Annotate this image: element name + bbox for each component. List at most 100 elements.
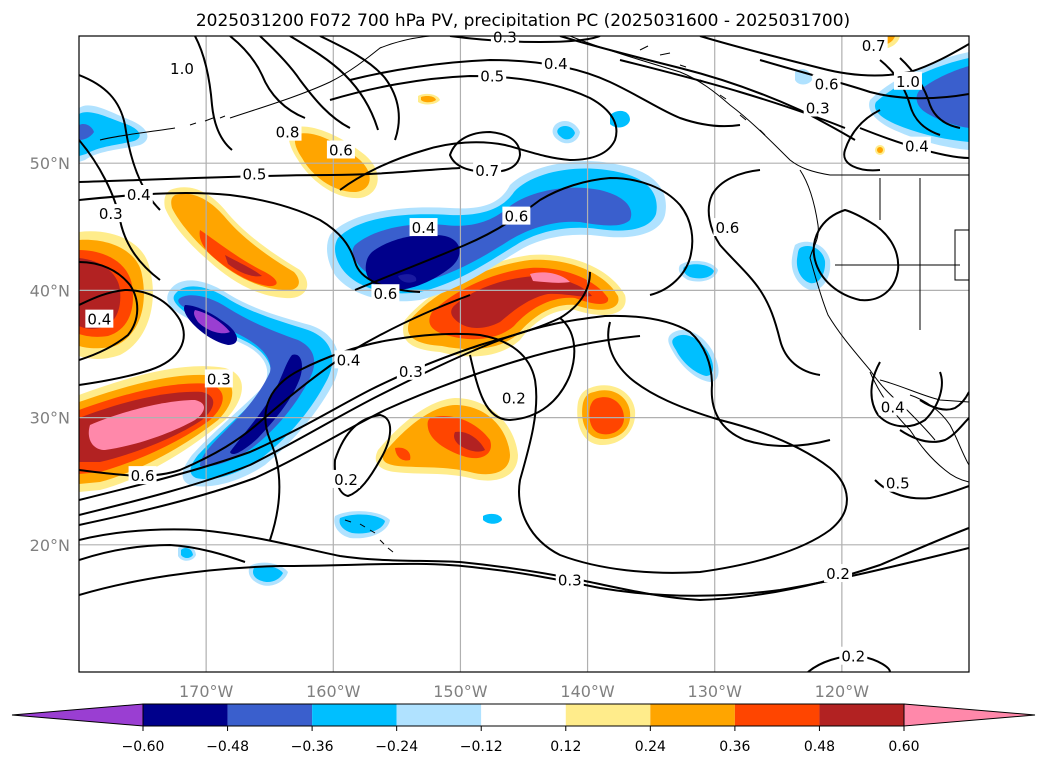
contour-0.6-top xyxy=(319,36,400,141)
contour-1.0-top xyxy=(229,36,306,119)
lat-label-0: 50°N xyxy=(30,154,70,173)
contour-label-23: 0.2 xyxy=(499,388,528,408)
contour-0.4-north xyxy=(349,58,741,128)
contour-label-10: 0.4 xyxy=(902,136,931,156)
shade-negative-northwest xyxy=(79,105,148,162)
contour-label-text: 0.4 xyxy=(881,398,905,416)
contour-0.4-east-loop xyxy=(812,208,900,302)
contour-label-bg xyxy=(128,466,157,485)
contour-label-text: 0.6 xyxy=(504,208,528,226)
alaska-peninsula-coast xyxy=(229,36,431,119)
contour-0.5-main xyxy=(79,335,641,526)
contour-label-4: 0.5 xyxy=(478,66,507,86)
contour-label-text: 0.3 xyxy=(558,571,582,589)
contour-label-bg xyxy=(473,160,502,179)
colorbar-tick-label-9: 0.60 xyxy=(888,739,919,755)
contour-label-bg xyxy=(371,284,400,303)
contour-0.8-ne xyxy=(879,59,941,136)
longitude-labels: 170°W 160°W 150°W 140°W 130°W 120°W xyxy=(179,682,869,701)
contour-1.0-ne xyxy=(899,57,961,129)
contour-label-text: 0.5 xyxy=(243,166,267,184)
contour-label-bg xyxy=(124,185,153,203)
contour-label-bg xyxy=(273,122,302,141)
contour-0.3-ne xyxy=(843,109,881,172)
contour-label-text: 0.4 xyxy=(87,311,111,329)
contour-label-30: 0.2 xyxy=(839,646,868,666)
contour-0.6-se xyxy=(899,417,969,443)
lon-label-0: 170°W xyxy=(179,682,234,701)
contour-label-bg xyxy=(332,469,360,488)
colorbar-tick-label-7: 0.36 xyxy=(719,739,750,755)
lon-label-2: 150°W xyxy=(433,682,488,701)
contour-label-20: 0.4 xyxy=(334,350,363,369)
contour-label-bg xyxy=(555,570,584,589)
contour-label-bg xyxy=(541,53,570,72)
aleutian-islands xyxy=(99,115,226,141)
contour-label-3: 0.4 xyxy=(541,53,570,73)
colorbar-frame xyxy=(142,703,905,727)
contour-label-22: 0.3 xyxy=(396,361,425,381)
contour-label-text: 0.5 xyxy=(886,475,910,493)
contour-label-5: 0.6 xyxy=(812,74,841,93)
contour-label-bg xyxy=(902,136,931,155)
contour-label-bg xyxy=(839,646,868,665)
contour-label-bg xyxy=(85,309,114,328)
contour-label-bg xyxy=(334,350,363,369)
contour-0.3-west-blob xyxy=(79,288,185,386)
alaska-south-coast xyxy=(569,36,969,176)
contour-0.6-ne xyxy=(759,59,969,100)
shade-positive-aleutian-south xyxy=(164,187,308,299)
shade-negative-gulf-of-alaska xyxy=(869,52,969,150)
contour-label-26: 0.2 xyxy=(332,469,360,489)
colorbar-tick-label-5: 0.12 xyxy=(550,739,581,755)
map-frame xyxy=(78,35,970,673)
contour-label-text: 0.6 xyxy=(131,467,155,485)
contour-label-text: 0.4 xyxy=(905,138,929,156)
contour-label-text: 0.3 xyxy=(806,100,830,118)
contour-0.4-main xyxy=(79,314,831,516)
contour-0.2-sw xyxy=(79,543,246,563)
lat-label-1: 40°N xyxy=(30,281,70,300)
lon-label-5: 120°W xyxy=(815,682,870,701)
contour-label-bg xyxy=(878,397,907,416)
contour-label-24: 0.4 xyxy=(878,397,907,416)
contour-label-27: 0.5 xyxy=(883,473,912,493)
contour-label-text: 0.4 xyxy=(544,55,568,73)
contour-label-bg xyxy=(326,140,355,159)
contour-label-25: 0.6 xyxy=(128,466,157,485)
contour-label-19: 0.4 xyxy=(85,309,114,329)
contour-label-bg xyxy=(409,218,438,237)
contour-0.8-left-top xyxy=(194,36,233,151)
contour-label-text: 0.4 xyxy=(337,351,361,369)
contour-label-bg xyxy=(204,369,233,388)
contour-0.6-north xyxy=(79,191,421,293)
contour-0.7-top xyxy=(289,36,379,131)
lat-label-3: 20°N xyxy=(30,536,70,555)
contour-label-bg xyxy=(478,66,507,85)
contour-0.8-top xyxy=(259,36,351,129)
contour-label-18: 0.6 xyxy=(371,284,400,303)
contour-label-bg xyxy=(883,473,912,492)
contour-0.5-top2 xyxy=(619,59,846,129)
contour-label-text: 0.7 xyxy=(862,37,886,55)
colorbar-bin-5 xyxy=(565,704,651,726)
contour-label-1: 0.7 xyxy=(859,36,888,55)
contour-label-bg xyxy=(240,164,269,183)
contour-label-28: 0.3 xyxy=(555,570,584,589)
contour-label-text: 0.4 xyxy=(127,186,151,204)
contour-label-6: 1.0 xyxy=(893,71,922,91)
shade-positive-subtropical xyxy=(375,398,518,481)
colorbar-bin-1 xyxy=(227,704,313,726)
colorbar-bin-4 xyxy=(481,704,566,726)
contour-0.2-central xyxy=(264,321,848,574)
colorbar-tick-label-0: −0.60 xyxy=(122,739,165,755)
contour-label-bg xyxy=(803,98,832,117)
contour-label-bg xyxy=(859,36,888,55)
contour-label-text: 0.2 xyxy=(841,648,865,666)
colorbar-bin-8 xyxy=(819,704,904,726)
contour-label-bg xyxy=(502,206,531,225)
contour-label-7: 0.3 xyxy=(803,98,832,118)
contour-label-29: 0.2 xyxy=(824,564,853,583)
colorbar-extend-max xyxy=(903,703,1036,727)
contour-label-21: 0.3 xyxy=(204,369,233,388)
